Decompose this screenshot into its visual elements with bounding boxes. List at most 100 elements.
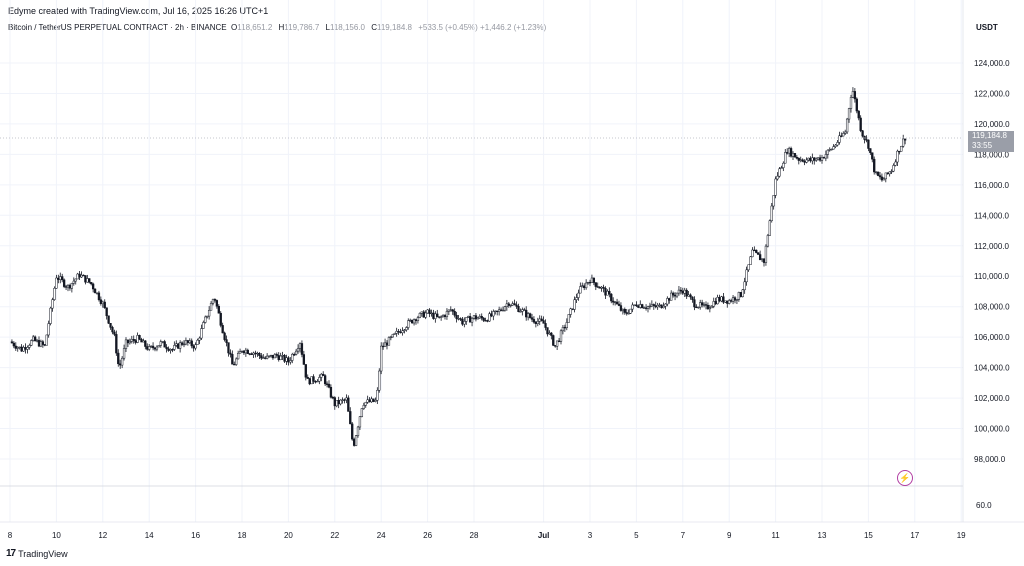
candle-body bbox=[706, 304, 710, 310]
candle-body bbox=[525, 309, 528, 318]
candle-body bbox=[478, 316, 481, 319]
candle-body bbox=[434, 313, 437, 319]
candle-body bbox=[882, 178, 886, 181]
candle-body bbox=[859, 117, 862, 131]
candle-body bbox=[275, 354, 278, 356]
candle-body bbox=[716, 296, 719, 305]
candle-body bbox=[747, 264, 750, 271]
candle-body bbox=[47, 323, 50, 336]
candle-body bbox=[660, 304, 663, 309]
candle-body bbox=[782, 162, 785, 168]
candle-body bbox=[53, 287, 56, 300]
candle-body bbox=[507, 303, 510, 306]
candle-body bbox=[343, 399, 346, 401]
y-tick-label: 118,000.0 bbox=[974, 150, 1010, 159]
x-tick-label: 7 bbox=[681, 531, 686, 540]
candle-body bbox=[97, 292, 101, 300]
candle-body bbox=[103, 301, 106, 308]
candle-body bbox=[320, 373, 323, 378]
candle-body bbox=[414, 319, 418, 322]
candle-body bbox=[51, 299, 54, 309]
candle-body bbox=[635, 304, 638, 307]
candle-body bbox=[519, 311, 522, 313]
candle-body bbox=[163, 341, 166, 348]
candle-body bbox=[401, 330, 404, 334]
candle-body bbox=[758, 254, 762, 261]
candle-body bbox=[557, 340, 561, 342]
x-tick-label: 11 bbox=[771, 531, 780, 540]
candle-body bbox=[124, 339, 128, 349]
candle-body bbox=[741, 289, 744, 297]
candle-body bbox=[325, 383, 329, 385]
candle-body bbox=[134, 340, 137, 343]
candle-body bbox=[99, 299, 103, 304]
candle-body bbox=[157, 345, 161, 348]
candle-body bbox=[28, 345, 31, 348]
candle-body bbox=[293, 354, 296, 356]
candle-body bbox=[822, 157, 826, 159]
candle-body bbox=[360, 408, 364, 417]
candle-body bbox=[718, 296, 721, 302]
candle-body bbox=[376, 390, 379, 401]
tradingview-mark-icon: 17 bbox=[6, 548, 16, 559]
candle-body bbox=[849, 97, 853, 109]
candle-body bbox=[362, 405, 365, 409]
candle-body bbox=[252, 352, 255, 355]
candle-body bbox=[190, 340, 193, 347]
x-tick-label: 22 bbox=[330, 531, 339, 540]
candle-body bbox=[294, 350, 298, 355]
candle-body bbox=[120, 357, 124, 366]
candle-body bbox=[865, 139, 868, 141]
candle-body bbox=[851, 91, 855, 98]
candle-body bbox=[59, 276, 62, 280]
candle-body bbox=[739, 292, 742, 297]
candle-body bbox=[405, 327, 408, 331]
candle-body bbox=[391, 334, 394, 338]
flash-icon[interactable]: ⚡ bbox=[897, 470, 913, 486]
candle-body bbox=[857, 110, 860, 119]
candle-body bbox=[654, 305, 657, 308]
candle-body bbox=[708, 307, 712, 310]
candle-body bbox=[658, 304, 661, 306]
y-tick-label: 112,000.0 bbox=[974, 242, 1010, 251]
x-tick-label: 28 bbox=[470, 531, 479, 540]
candle-body bbox=[93, 288, 97, 294]
candle-body bbox=[530, 317, 534, 320]
candle-body bbox=[283, 355, 286, 362]
candle-body bbox=[878, 175, 882, 178]
candle-body bbox=[569, 308, 572, 315]
candle-body bbox=[248, 353, 251, 355]
candle-body bbox=[890, 170, 893, 173]
candle-body bbox=[142, 340, 145, 343]
candle-body bbox=[459, 318, 462, 320]
candle-body bbox=[795, 156, 799, 159]
candle-body bbox=[472, 315, 476, 319]
candle-body bbox=[169, 349, 172, 351]
candle-body bbox=[420, 311, 423, 314]
candle-body bbox=[209, 303, 213, 311]
candle-body bbox=[327, 383, 331, 388]
candle-body bbox=[799, 159, 802, 161]
candle-body bbox=[82, 274, 85, 277]
tradingview-logo[interactable]: 17 TradingView bbox=[6, 548, 68, 559]
x-tick-label: 9 bbox=[727, 531, 732, 540]
candle-body bbox=[497, 309, 501, 312]
candle-body bbox=[874, 171, 878, 174]
candle-body bbox=[62, 279, 66, 287]
candle-body bbox=[770, 205, 773, 221]
y-tick-label: 104,000.0 bbox=[974, 364, 1010, 373]
candle-body bbox=[484, 320, 487, 322]
x-tick-label: 13 bbox=[818, 531, 827, 540]
candle-body bbox=[625, 312, 628, 314]
candle-body bbox=[608, 290, 611, 295]
candle-body bbox=[229, 352, 232, 355]
candle-body bbox=[780, 167, 783, 170]
candle-body bbox=[871, 152, 874, 160]
candle-body bbox=[26, 347, 29, 350]
candle-body bbox=[422, 311, 425, 318]
candle-body bbox=[372, 398, 375, 402]
candle-body bbox=[637, 305, 640, 308]
candle-body bbox=[453, 311, 456, 316]
candle-body bbox=[341, 399, 344, 401]
